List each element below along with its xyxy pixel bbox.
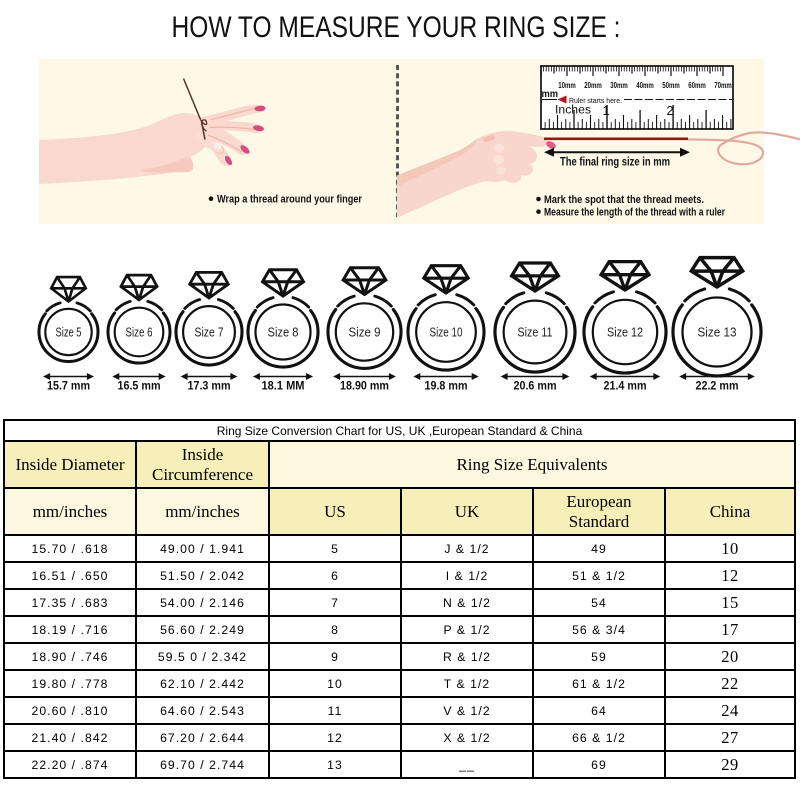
svg-text:Inches: Inches <box>555 105 591 117</box>
svg-text:Size 5: Size 5 <box>56 326 82 340</box>
svg-text:2: 2 <box>667 104 674 118</box>
svg-text:20.6 mm: 20.6 mm <box>514 381 557 393</box>
svg-text:70mm: 70mm <box>714 81 732 90</box>
svg-text:18.1 MM: 18.1 MM <box>262 381 305 393</box>
svg-text:The final ring size in mm: The final ring size in mm <box>560 157 670 169</box>
svg-text:Wrap a thread around your fing: Wrap a thread around your finger <box>217 194 363 206</box>
svg-text:Size 6: Size 6 <box>126 326 153 340</box>
svg-text:60mm: 60mm <box>688 81 706 90</box>
svg-text:Size 10: Size 10 <box>430 326 463 340</box>
svg-text:Ruler starts here.: Ruler starts here. <box>569 96 622 105</box>
svg-text:16.5 mm: 16.5 mm <box>118 381 161 393</box>
svg-text:Size 9: Size 9 <box>349 326 381 340</box>
svg-text:15.7 mm: 15.7 mm <box>47 381 90 393</box>
svg-text:22.2 mm: 22.2 mm <box>696 381 739 393</box>
svg-text:17.3 mm: 17.3 mm <box>188 381 231 393</box>
svg-text:HOW TO MEASURE YOUR RING SIZE: HOW TO MEASURE YOUR RING SIZE : <box>172 11 621 44</box>
svg-text:18.90 mm: 18.90 mm <box>340 381 389 393</box>
svg-text:40mm: 40mm <box>636 81 654 90</box>
svg-text:mm: mm <box>542 88 559 100</box>
svg-text:Size 12: Size 12 <box>607 326 643 340</box>
svg-text:Size 13: Size 13 <box>698 326 737 340</box>
svg-text:1: 1 <box>603 104 610 118</box>
svg-text:Mark the spot that the thread: Mark the spot that the thread meets. <box>544 194 704 206</box>
svg-text:10mm: 10mm <box>558 81 576 90</box>
svg-text:Size 7: Size 7 <box>195 326 224 340</box>
svg-text:21.4 mm: 21.4 mm <box>604 381 647 393</box>
svg-text:Size 8: Size 8 <box>268 326 299 340</box>
svg-text:30mm: 30mm <box>610 81 628 90</box>
svg-text:50mm: 50mm <box>662 81 680 90</box>
svg-text:19.8 mm: 19.8 mm <box>425 381 468 393</box>
svg-text:20mm: 20mm <box>584 81 602 90</box>
svg-text:Measure the length of the thre: Measure the length of the thread with a … <box>544 207 726 219</box>
svg-text:Size 11: Size 11 <box>518 326 553 340</box>
